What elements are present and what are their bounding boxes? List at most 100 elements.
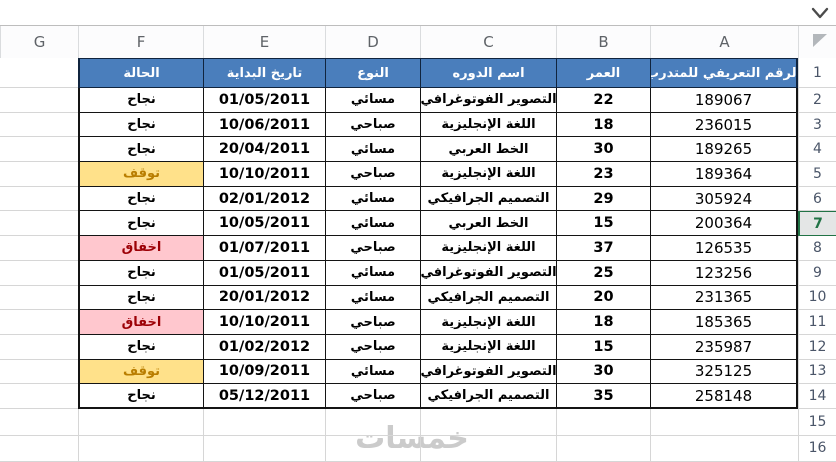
cell-type[interactable]: مسائي	[325, 186, 420, 212]
cell-status[interactable]: اخفاق	[78, 236, 203, 261]
cell-type[interactable]: صباحي	[325, 384, 420, 409]
cell-age[interactable]: 15	[556, 334, 650, 360]
cell-trainee-id[interactable]: 126535	[650, 236, 798, 261]
header-cell-status[interactable]: الحالة	[78, 58, 203, 88]
select-all-corner[interactable]	[798, 26, 836, 58]
cell-course-name[interactable]: التصوير الفوتوغرافي	[420, 359, 556, 385]
cell-trainee-id[interactable]: 185365	[650, 310, 798, 335]
empty-cell[interactable]	[0, 334, 78, 360]
cell-age[interactable]: 25	[556, 260, 650, 286]
cell-course-name[interactable]: التصوير الفوتوغرافي	[420, 88, 556, 113]
empty-cell[interactable]	[556, 435, 650, 462]
cell-course-name[interactable]: التصوير الفوتوغرافي	[420, 260, 556, 286]
empty-cell[interactable]	[420, 408, 556, 436]
empty-cell[interactable]	[0, 384, 78, 409]
cell-start-date[interactable]: 10/09/2011	[203, 359, 325, 385]
empty-cell[interactable]	[0, 162, 78, 187]
cell-course-name[interactable]: الخط العربي	[420, 137, 556, 163]
cell-course-name[interactable]: اللغة الإنجليزية	[420, 334, 556, 360]
cell-type[interactable]: مسائي	[325, 137, 420, 163]
empty-cell[interactable]	[325, 408, 420, 436]
cell-status[interactable]: توقف	[78, 162, 203, 187]
row-header-11[interactable]: 11	[798, 310, 836, 335]
cell-age[interactable]: 15	[556, 211, 650, 237]
cell-course-name[interactable]: التصميم الجرافيكي	[420, 285, 556, 311]
cell-age[interactable]: 37	[556, 236, 650, 261]
cell-status[interactable]: اخفاق	[78, 310, 203, 335]
cell-course-name[interactable]: اللغة الإنجليزية	[420, 310, 556, 335]
empty-cell[interactable]	[78, 435, 203, 462]
cell-trainee-id[interactable]: 305924	[650, 186, 798, 212]
empty-cell[interactable]	[0, 58, 78, 88]
column-header-e[interactable]: E	[203, 26, 325, 58]
cell-type[interactable]: مسائي	[325, 260, 420, 286]
cell-status[interactable]: نجاح	[78, 260, 203, 286]
cell-type[interactable]: مسائي	[325, 285, 420, 311]
empty-cell[interactable]	[0, 310, 78, 335]
cell-start-date[interactable]: 01/05/2011	[203, 88, 325, 113]
header-cell-start-date[interactable]: تاريخ البداية	[203, 58, 325, 88]
cell-type[interactable]: مسائي	[325, 359, 420, 385]
cell-age[interactable]: 18	[556, 112, 650, 138]
empty-cell[interactable]	[203, 408, 325, 436]
cell-age[interactable]: 23	[556, 162, 650, 187]
row-header-2[interactable]: 2	[798, 88, 836, 113]
cell-course-name[interactable]: التصميم الجرافيكي	[420, 186, 556, 212]
cell-start-date[interactable]: 10/05/2011	[203, 211, 325, 237]
cell-start-date[interactable]: 20/01/2012	[203, 285, 325, 311]
cell-age[interactable]: 30	[556, 137, 650, 163]
column-header-d[interactable]: D	[325, 26, 420, 58]
row-header-4[interactable]: 4	[798, 137, 836, 163]
empty-cell[interactable]	[0, 236, 78, 261]
cell-type[interactable]: صباحي	[325, 162, 420, 187]
cell-age[interactable]: 29	[556, 186, 650, 212]
empty-cell[interactable]	[0, 112, 78, 138]
empty-cell[interactable]	[0, 137, 78, 163]
header-cell-age[interactable]: العمر	[556, 58, 650, 88]
cell-start-date[interactable]: 02/01/2012	[203, 186, 325, 212]
cell-age[interactable]: 18	[556, 310, 650, 335]
column-header-f[interactable]: F	[78, 26, 203, 58]
empty-cell[interactable]	[78, 408, 203, 436]
cell-age[interactable]: 22	[556, 88, 650, 113]
row-header-10[interactable]: 10	[798, 285, 836, 311]
row-header-15[interactable]: 15	[798, 408, 836, 436]
empty-cell[interactable]	[0, 285, 78, 311]
cell-trainee-id[interactable]: 236015	[650, 112, 798, 138]
cell-type[interactable]: صباحي	[325, 334, 420, 360]
cell-start-date[interactable]: 10/06/2011	[203, 112, 325, 138]
cell-course-name[interactable]: التصميم الجرافيكي	[420, 384, 556, 409]
cell-status[interactable]: توقف	[78, 359, 203, 385]
cell-course-name[interactable]: اللغة الإنجليزية	[420, 236, 556, 261]
cell-trainee-id[interactable]: 189265	[650, 137, 798, 163]
row-header-7[interactable]: 7	[798, 211, 836, 237]
cell-age[interactable]: 30	[556, 359, 650, 385]
empty-cell[interactable]	[420, 435, 556, 462]
cell-type[interactable]: مسائي	[325, 88, 420, 113]
cell-age[interactable]: 35	[556, 384, 650, 409]
row-header-3[interactable]: 3	[798, 112, 836, 138]
row-header-1[interactable]: 1	[798, 58, 836, 88]
cell-trainee-id[interactable]: 189364	[650, 162, 798, 187]
cell-start-date[interactable]: 10/10/2011	[203, 310, 325, 335]
empty-cell[interactable]	[0, 260, 78, 286]
cell-trainee-id[interactable]: 189067	[650, 88, 798, 113]
cell-status[interactable]: نجاح	[78, 186, 203, 212]
row-header-8[interactable]: 8	[798, 236, 836, 261]
empty-cell[interactable]	[650, 408, 798, 436]
cell-start-date[interactable]: 05/12/2011	[203, 384, 325, 409]
cell-trainee-id[interactable]: 200364	[650, 211, 798, 237]
cell-type[interactable]: مسائي	[325, 211, 420, 237]
column-header-b[interactable]: B	[556, 26, 650, 58]
chevron-down-icon[interactable]	[811, 6, 829, 20]
empty-cell[interactable]	[203, 435, 325, 462]
empty-cell[interactable]	[0, 211, 78, 237]
cell-trainee-id[interactable]: 231365	[650, 285, 798, 311]
row-header-6[interactable]: 6	[798, 186, 836, 212]
row-header-5[interactable]: 5	[798, 162, 836, 187]
row-header-13[interactable]: 13	[798, 359, 836, 385]
cell-course-name[interactable]: الخط العربي	[420, 211, 556, 237]
cell-age[interactable]: 20	[556, 285, 650, 311]
cell-status[interactable]: نجاح	[78, 88, 203, 113]
cell-trainee-id[interactable]: 258148	[650, 384, 798, 409]
